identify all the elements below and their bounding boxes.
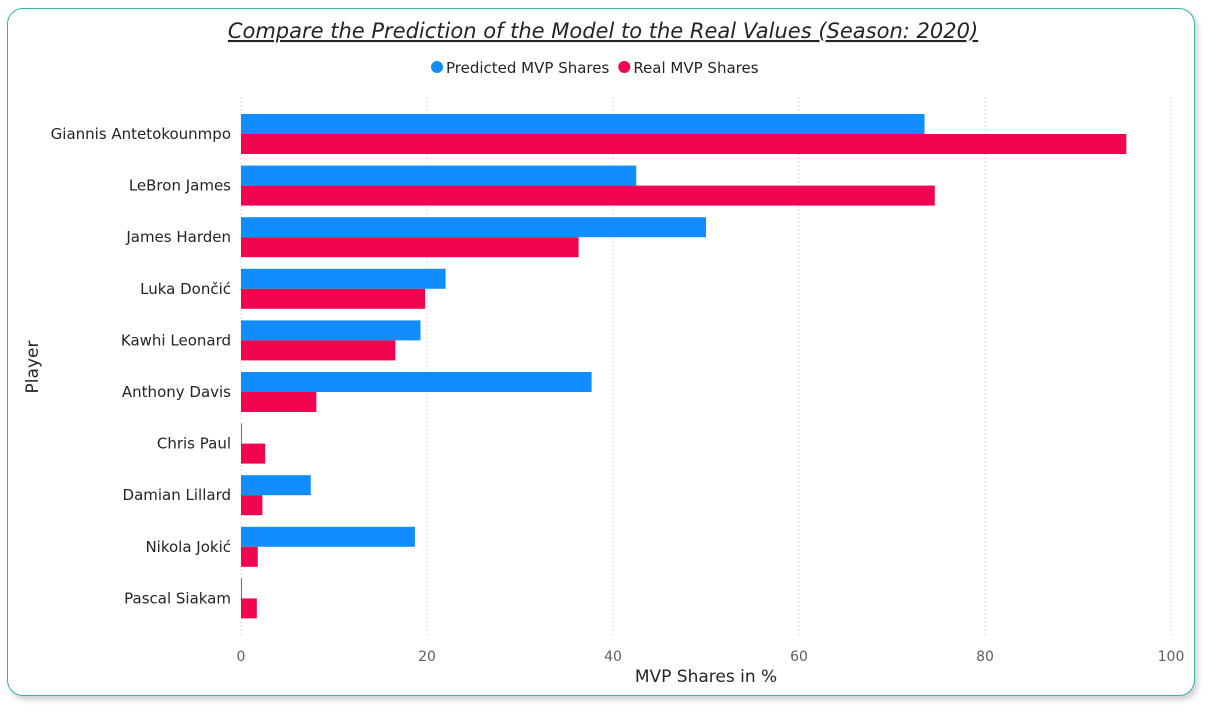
x-tick-label: 40 [604,649,622,665]
real-bar[interactable] [241,546,258,567]
x-tick-label: 20 [418,649,436,665]
chart-title: Compare the Prediction of the Model to t… [228,19,978,43]
real-bar[interactable] [241,134,1127,154]
bars [241,114,1127,619]
legend-marker [431,61,443,73]
real-bar[interactable] [241,288,426,309]
predicted-bar[interactable] [241,165,637,186]
predicted-bar[interactable] [241,423,242,444]
real-bar[interactable] [241,392,317,412]
category-label: Nikola Jokić [145,538,231,556]
category-label: Pascal Siakam [124,589,231,607]
category-label: Kawhi Leonard [121,331,231,349]
predicted-bar[interactable] [241,372,592,392]
predicted-bar[interactable] [241,268,446,289]
x-tick-label: 100 [1158,649,1185,665]
predicted-bar[interactable] [241,475,311,496]
category-label: Giannis Antetokounmpo [51,125,231,143]
legend-label[interactable]: Real MVP Shares [633,59,758,77]
predicted-bar[interactable] [241,578,242,599]
legend[interactable]: Predicted MVP Shares Real MVP Shares [431,59,759,77]
legend-marker [618,61,631,73]
x-tick-label: 80 [976,649,994,665]
real-bar[interactable] [241,237,579,258]
legend-label[interactable]: Predicted MVP Shares [446,59,609,77]
category-label: Anthony Davis [122,383,231,401]
predicted-bar[interactable] [241,217,706,238]
real-bar[interactable] [241,340,396,361]
category-label: Chris Paul [157,435,231,453]
predicted-bar[interactable] [241,526,415,547]
real-bar[interactable] [241,495,263,516]
x-tick-label: 0 [237,649,246,665]
y-axis-title: Player [23,341,43,394]
category-label: Luka Dončić [140,280,231,298]
category-label: LeBron James [129,177,231,195]
predicted-bar[interactable] [241,114,925,134]
real-bar[interactable] [241,443,266,464]
real-bar[interactable] [241,185,935,206]
real-bar[interactable] [241,598,257,619]
category-label: Damian Lillard [123,486,231,504]
x-axis-title: MVP Shares in % [635,667,777,687]
x-tick-labels: 0 20 40 60 80 100 [237,649,1185,665]
category-label: James Harden [125,228,231,246]
x-tick-label: 60 [790,649,808,665]
predicted-bar[interactable] [241,320,421,341]
category-labels: Giannis Antetokounmpo LeBron James James H… [51,125,232,607]
